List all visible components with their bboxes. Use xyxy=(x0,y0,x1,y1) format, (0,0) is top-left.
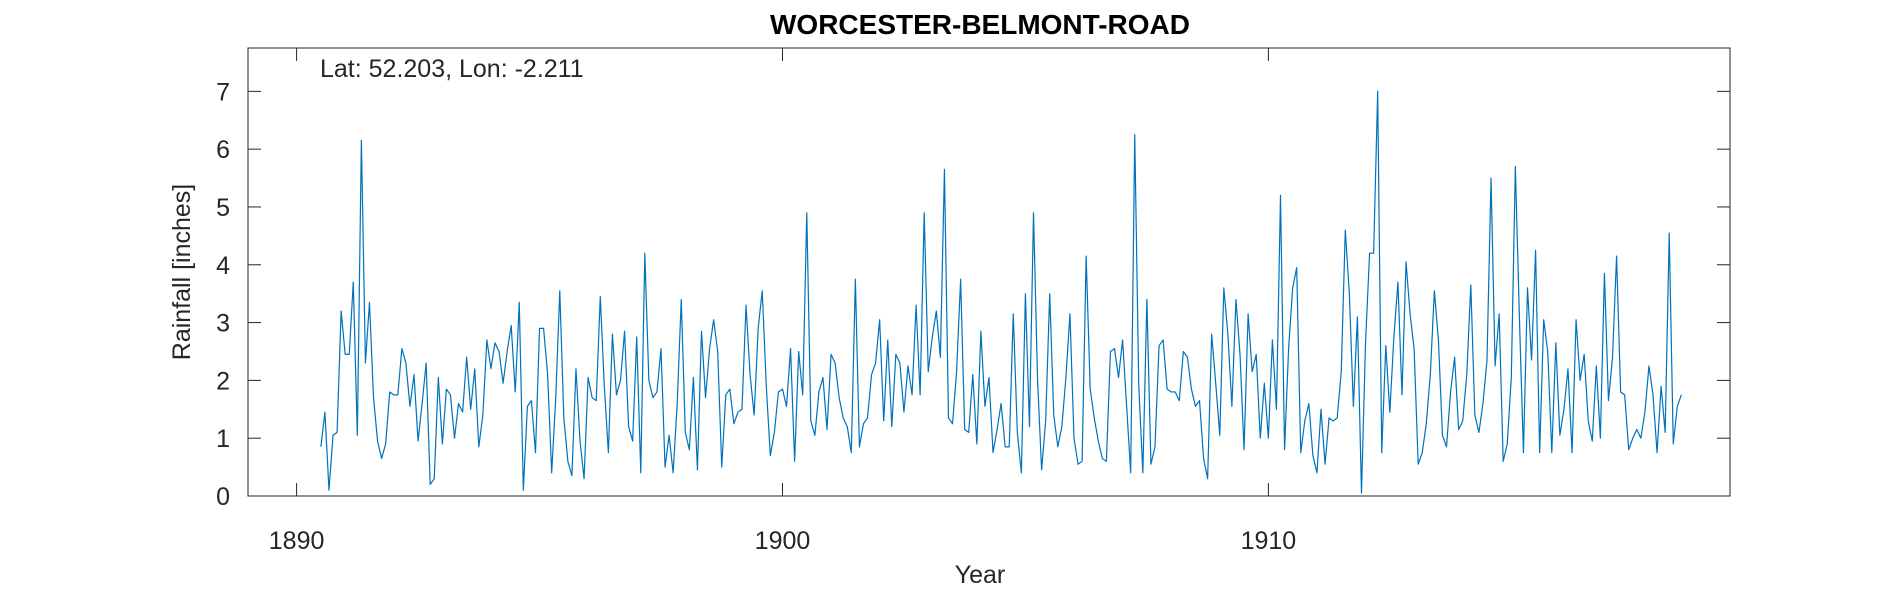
x-axis-label: Year xyxy=(955,561,1006,589)
plot-area xyxy=(247,47,1731,497)
y-axis-label: Rainfall [inches] xyxy=(168,184,196,360)
x-tick-label: 1910 xyxy=(1241,527,1297,555)
x-tick-label: 1890 xyxy=(269,527,325,555)
y-tick-label: 4 xyxy=(216,252,230,280)
y-tick-label: 5 xyxy=(216,194,230,222)
axis-ticks xyxy=(248,48,1730,497)
y-tick-label: 2 xyxy=(216,367,230,395)
x-tick-label: 1900 xyxy=(755,527,811,555)
y-tick-label: 0 xyxy=(216,483,230,511)
location-annotation: Lat: 52.203, Lon: -2.211 xyxy=(320,55,584,83)
y-tick-label: 6 xyxy=(216,136,230,164)
axis-tick-labels: 1890 1900 1910 0 1 2 3 4 5 6 7 xyxy=(216,78,1296,555)
y-tick-label: 1 xyxy=(216,425,230,453)
chart-title: WORCESTER-BELMONT-ROAD xyxy=(770,9,1190,40)
y-tick-label: 3 xyxy=(216,310,230,338)
rainfall-series-line xyxy=(320,90,1682,494)
y-tick-label: 7 xyxy=(216,78,230,106)
